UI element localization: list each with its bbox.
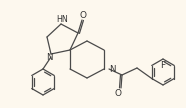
Text: O: O <box>79 10 86 20</box>
Text: N: N <box>109 64 116 74</box>
Text: O: O <box>115 90 121 98</box>
Text: F: F <box>161 60 166 70</box>
Text: N: N <box>46 52 52 61</box>
Text: HN: HN <box>56 14 68 24</box>
